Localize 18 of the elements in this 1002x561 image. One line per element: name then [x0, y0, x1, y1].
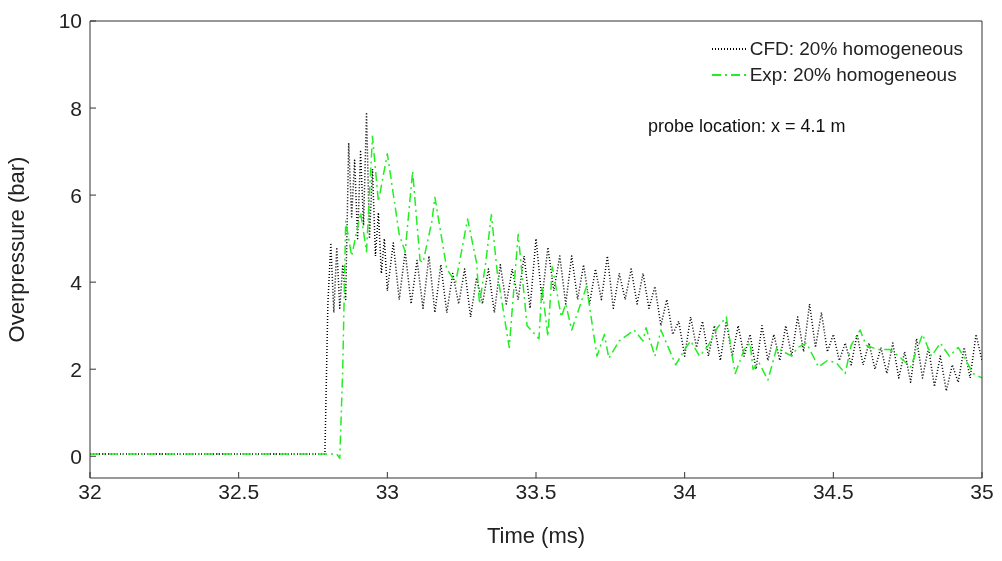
y-tick-label: 6: [70, 183, 82, 207]
y-tick-label: 4: [70, 270, 83, 294]
y-tick-label: 2: [70, 357, 82, 381]
x-tick-label: 34.5: [812, 479, 854, 503]
annotation: probe location: x = 4.1 m: [648, 116, 846, 137]
legend-label: CFD: 20% homogeneous: [749, 37, 963, 61]
y-tick-label: 8: [70, 96, 82, 120]
x-axis-title: Time (ms): [486, 523, 586, 548]
legend-label: Exp: 20% homogeneous: [749, 63, 957, 87]
x-tick-label: 34: [672, 479, 697, 503]
x-tick-label: 35: [970, 479, 994, 503]
y-axis-title: Overpressure (bar): [3, 156, 29, 343]
x-tick-label: 33: [375, 479, 400, 503]
x-tick-label: 33.5: [515, 479, 557, 503]
y-tick-label: 0: [70, 444, 82, 468]
x-tick-label: 32: [78, 479, 102, 503]
x-tick-label: 32.5: [218, 479, 260, 503]
y-tick-label: 10: [58, 9, 82, 33]
